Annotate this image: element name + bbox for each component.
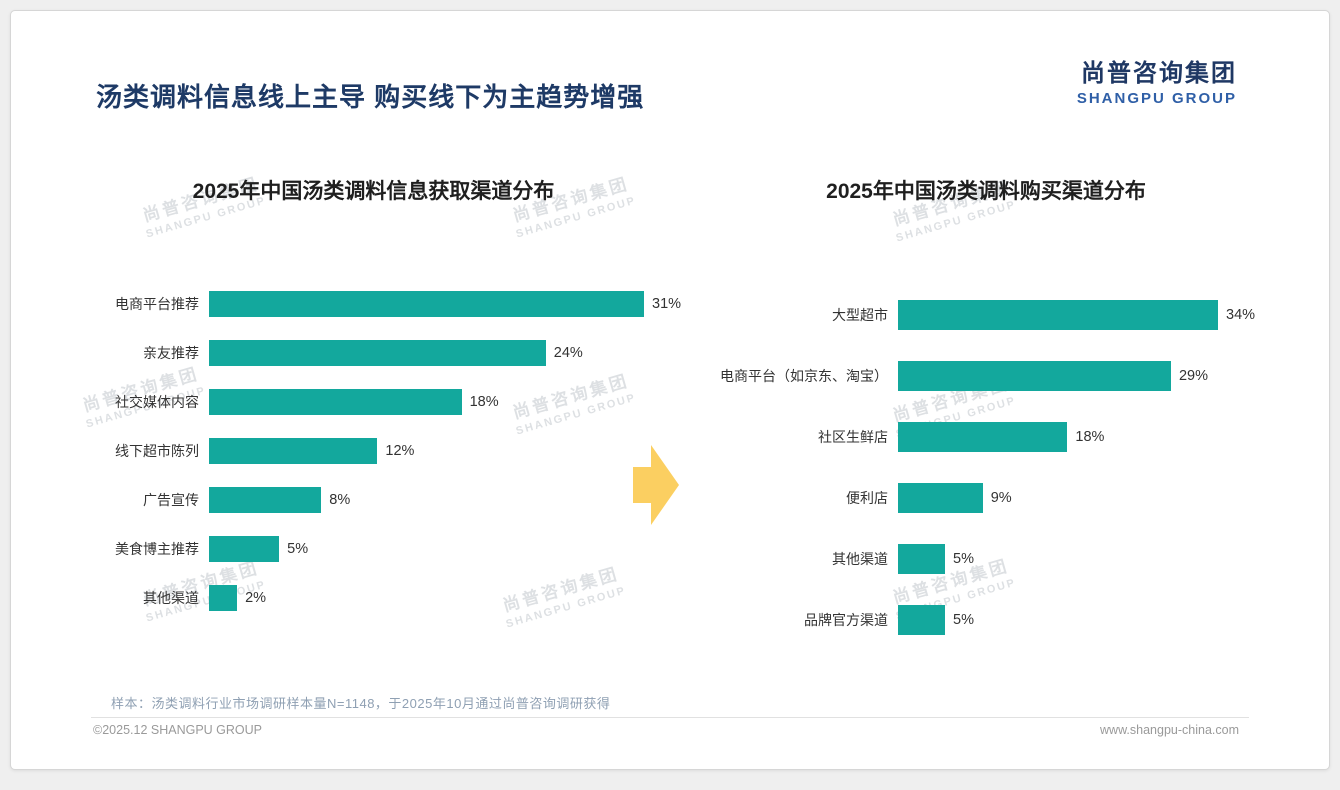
category-label: 便利店 xyxy=(846,489,888,506)
category-label: 社区生鲜店 xyxy=(818,428,888,445)
slide-card: 尚普咨询集团 SHANGPU GROUP 尚普咨询集团 SHANGPU GROUP 尚普… xyxy=(10,10,1330,770)
value-label: 5% xyxy=(287,540,309,557)
chart-row: 电商平台推荐 31% xyxy=(81,279,681,328)
bar xyxy=(209,290,644,317)
bar xyxy=(209,339,546,366)
chart-row: 电商平台（如京东、淘宝） 29% xyxy=(686,345,1286,406)
value-label: 12% xyxy=(385,442,415,459)
chart-row: 便利店 9% xyxy=(686,467,1286,528)
category-label: 美食博主推荐 xyxy=(115,540,199,557)
company-logo: 尚普咨询集团 SHANGPU GROUP xyxy=(1077,59,1237,109)
category-label: 广告宣传 xyxy=(143,491,199,508)
category-label: 大型超市 xyxy=(832,306,888,323)
chart-row: 其他渠道 5% xyxy=(686,528,1286,589)
bar xyxy=(209,437,378,464)
bar xyxy=(209,486,322,513)
value-label: 18% xyxy=(1075,428,1105,445)
bar xyxy=(209,388,462,415)
logo-chinese-text: 尚普咨询集团 xyxy=(1081,60,1237,87)
sample-note: 样本：汤类调料行业市场调研样本量N=1148，于2025年10月通过尚普咨询调研… xyxy=(111,696,611,711)
chart-row: 广告宣传 8% xyxy=(81,475,666,524)
footer-divider xyxy=(91,717,1249,718)
value-label: 9% xyxy=(990,489,1012,506)
chart-row: 其他渠道 2% xyxy=(81,573,666,622)
page-title: 汤类调料信息线上主导 购买线下为主趋势增强 xyxy=(96,82,645,112)
value-label: 29% xyxy=(1178,367,1208,384)
chart-rows: 大型超市 34% 电商平台（如京东、淘宝） 29% 社区生鲜店 18% 便利店 9% 其他渠道 5… xyxy=(686,284,1286,650)
website-text: www.shangpu-china.com xyxy=(1100,723,1239,737)
value-label: 2% xyxy=(245,589,267,606)
bar xyxy=(209,535,280,562)
value-label: 18% xyxy=(469,393,499,410)
chart-row: 美食博主推荐 5% xyxy=(81,524,666,573)
category-label: 电商平台（如京东、淘宝） xyxy=(720,367,888,384)
chart-row: 社交媒体内容 18% xyxy=(81,377,666,426)
chart-row: 线下超市陈列 12% xyxy=(81,426,666,475)
bar xyxy=(898,299,1218,330)
right-arrow-icon xyxy=(633,441,679,534)
category-label: 其他渠道 xyxy=(832,550,888,567)
chart-row: 大型超市 34% xyxy=(686,284,1286,345)
bar xyxy=(898,360,1171,391)
category-label: 其他渠道 xyxy=(143,589,199,606)
value-label: 34% xyxy=(1226,306,1256,323)
bar xyxy=(898,421,1068,452)
value-label: 31% xyxy=(652,295,682,312)
category-label: 社交媒体内容 xyxy=(115,393,199,410)
value-label: 5% xyxy=(953,611,975,628)
chart-title: 2025年中国汤类调料购买渠道分布 xyxy=(826,180,1146,203)
value-label: 5% xyxy=(953,550,975,567)
chart-row: 社区生鲜店 18% xyxy=(686,406,1286,467)
chart-title: 2025年中国汤类调料信息获取渠道分布 xyxy=(192,180,555,203)
bar xyxy=(898,543,946,574)
chart-rows: 电商平台推荐 31% 亲友推荐 24% 社交媒体内容 18% 线下超市陈列 12% 广告宣传 8%… xyxy=(81,279,681,622)
category-label: 亲友推荐 xyxy=(143,344,199,361)
category-label: 线下超市陈列 xyxy=(115,442,199,459)
chart-row: 亲友推荐 24% xyxy=(81,328,666,377)
category-label: 品牌官方渠道 xyxy=(804,611,888,628)
copyright-text: ©2025.12 SHANGPU GROUP xyxy=(93,723,262,737)
value-label: 24% xyxy=(553,344,583,361)
purchase-channel-chart: 2025年中国汤类调料购买渠道分布 大型超市 34% 电商平台（如京东、淘宝） 29%… xyxy=(686,161,1286,650)
logo-english-text: SHANGPU GROUP xyxy=(1076,90,1237,107)
value-label: 8% xyxy=(329,491,351,508)
category-label: 电商平台推荐 xyxy=(115,295,199,312)
bar xyxy=(898,482,983,513)
chart-row: 品牌官方渠道 5% xyxy=(686,589,1286,650)
info-channel-chart: 2025年中国汤类调料信息获取渠道分布 电商平台推荐 31% 亲友推荐 24% 社交媒体… xyxy=(81,161,681,622)
bar xyxy=(898,604,946,635)
bar xyxy=(209,584,238,611)
